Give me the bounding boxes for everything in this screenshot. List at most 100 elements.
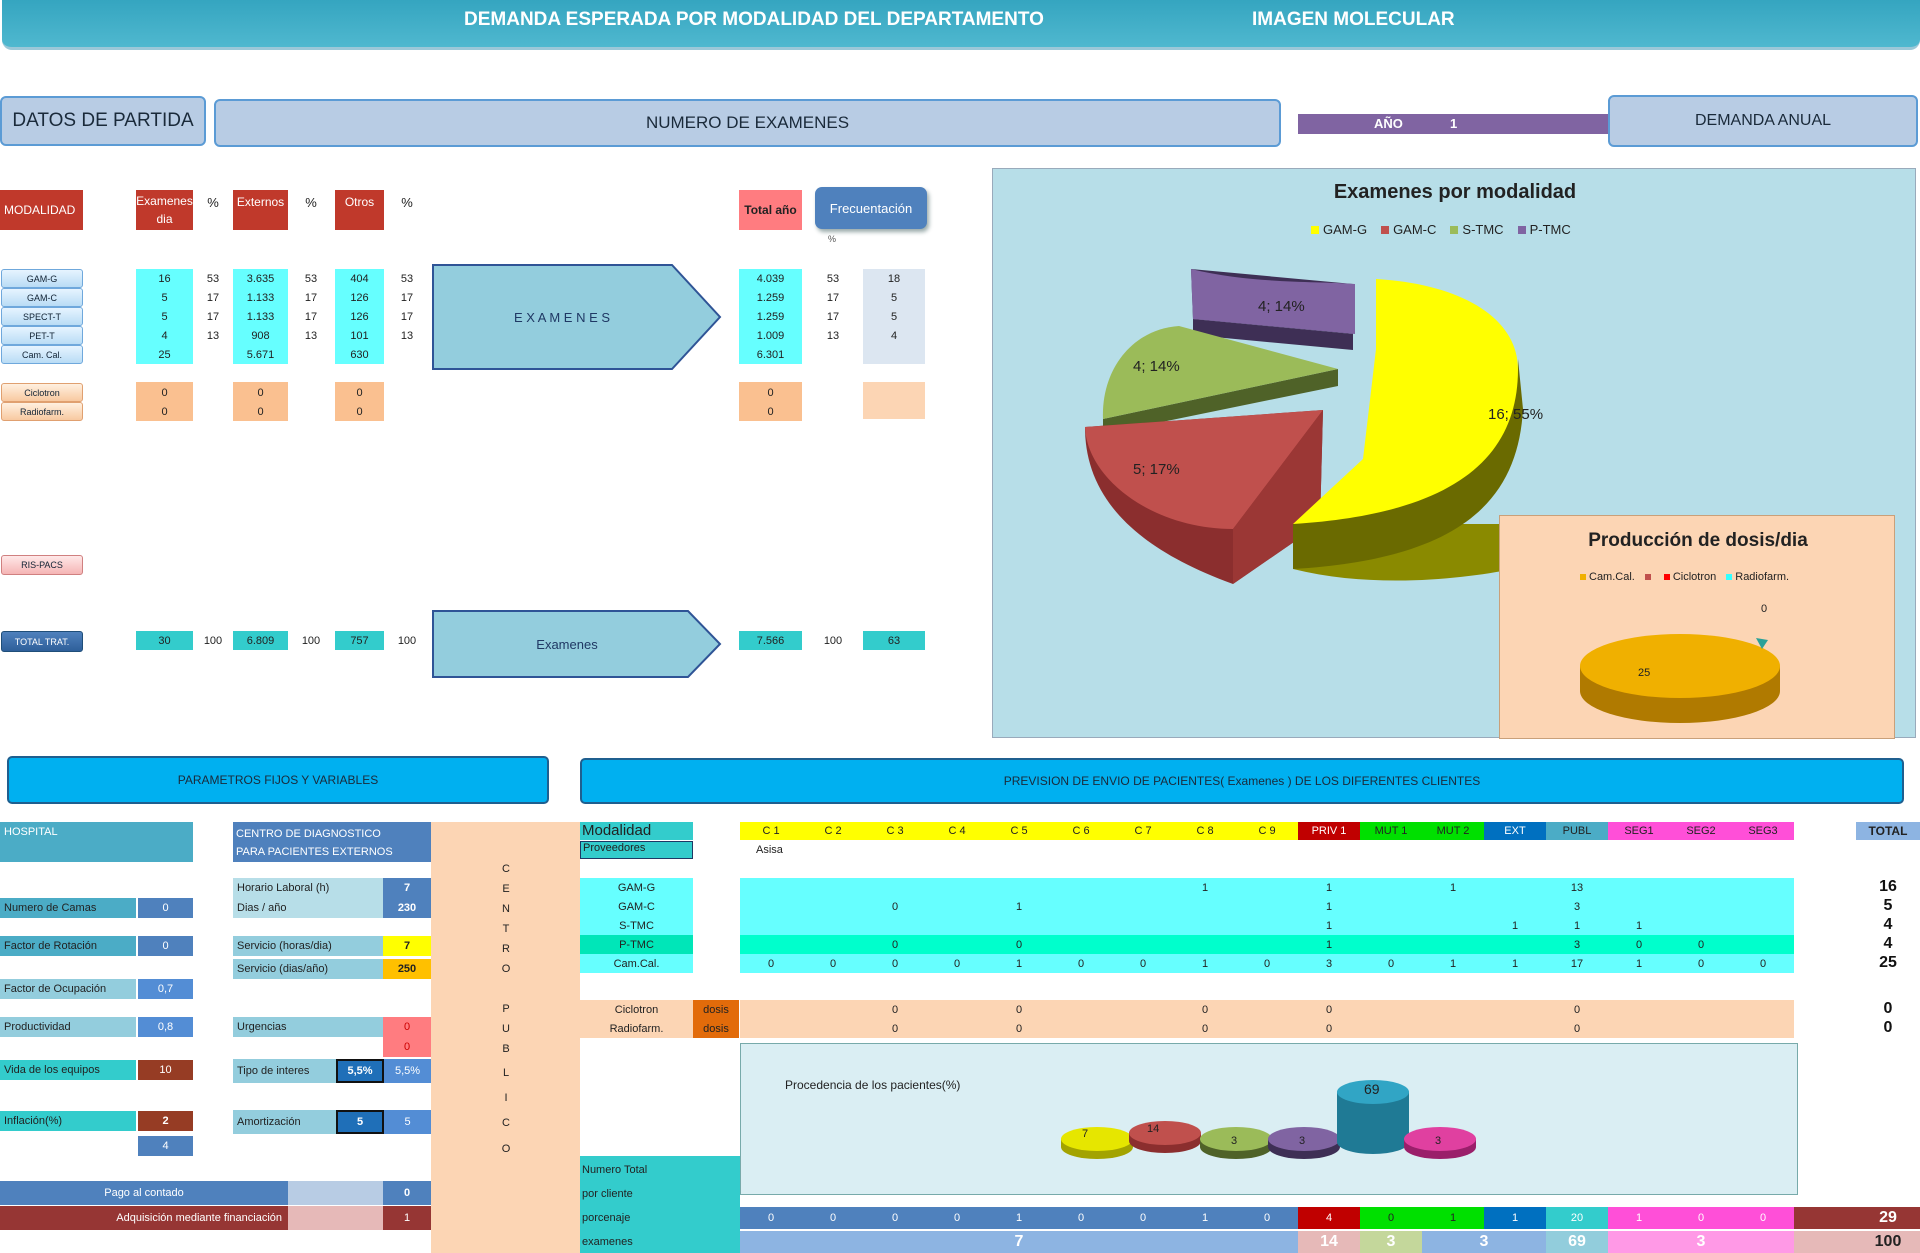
dosis-cell[interactable]: 0 xyxy=(1015,1003,1023,1016)
dosis-cell[interactable] xyxy=(1484,1019,1546,1038)
prevision-cell[interactable] xyxy=(988,878,1050,897)
prevision-cell[interactable] xyxy=(864,878,926,897)
dosis-cell[interactable]: 0 xyxy=(1573,1022,1581,1035)
prevision-cell[interactable]: 3 xyxy=(1325,957,1333,970)
prevision-cell[interactable]: 0 xyxy=(1387,957,1395,970)
modalidad-button-2[interactable]: SPECT-T xyxy=(1,307,83,326)
prevision-cell[interactable] xyxy=(1050,897,1112,916)
prevision-cell[interactable]: 1 xyxy=(1325,938,1333,951)
prevision-cell[interactable]: 1 xyxy=(1449,881,1457,894)
prevision-cell[interactable] xyxy=(926,878,988,897)
prevision-cell[interactable]: 13 xyxy=(1570,881,1584,894)
prevision-cell[interactable] xyxy=(802,935,864,954)
vida-value[interactable]: 10 xyxy=(138,1060,193,1080)
prevision-cell[interactable] xyxy=(740,878,802,897)
modalidad-button-3[interactable]: PET-T xyxy=(1,326,83,345)
prevision-cell[interactable] xyxy=(1732,897,1794,916)
prevision-cell[interactable]: 0 xyxy=(1263,957,1271,970)
dosis-cell[interactable] xyxy=(926,1019,988,1038)
prevision-cell[interactable]: 1 xyxy=(1015,957,1023,970)
prevision-cell[interactable] xyxy=(740,935,802,954)
prevision-cell[interactable] xyxy=(1112,878,1174,897)
prevision-cell[interactable]: 1 xyxy=(1635,957,1643,970)
prevision-cell[interactable] xyxy=(1670,916,1732,935)
prevision-cell[interactable] xyxy=(1422,916,1484,935)
frecuentacion-button[interactable]: Frecuentación xyxy=(815,187,927,229)
prevision-cell[interactable] xyxy=(1608,878,1670,897)
prevision-cell[interactable]: 0 xyxy=(891,957,899,970)
prevision-cell[interactable]: 1 xyxy=(1449,957,1457,970)
prevision-cell[interactable] xyxy=(1236,897,1298,916)
dosis-cell[interactable] xyxy=(1608,1019,1670,1038)
prevision-cell[interactable] xyxy=(740,897,802,916)
examenes-dia-cell[interactable]: 0 xyxy=(136,402,193,421)
prevision-cell[interactable] xyxy=(988,916,1050,935)
prevision-cell[interactable]: 0 xyxy=(1697,957,1705,970)
dosis-cell[interactable] xyxy=(1670,1000,1732,1019)
prevision-cell[interactable] xyxy=(1360,916,1422,935)
prevision-cell[interactable]: 0 xyxy=(767,957,775,970)
prevision-cell[interactable] xyxy=(1050,935,1112,954)
prevision-cell[interactable] xyxy=(1732,878,1794,897)
prevision-cell[interactable]: 3 xyxy=(1573,938,1581,951)
prevision-cell[interactable]: 0 xyxy=(1139,957,1147,970)
contado-value[interactable]: 0 xyxy=(383,1181,431,1205)
productividad-value[interactable]: 0,8 xyxy=(138,1017,193,1037)
dosis-cell[interactable] xyxy=(1050,1019,1112,1038)
dosis-cell[interactable] xyxy=(1236,1000,1298,1019)
examenes-dia-cell[interactable]: 5 xyxy=(136,288,193,307)
prevision-cell[interactable] xyxy=(802,897,864,916)
dosis-cell[interactable] xyxy=(1050,1000,1112,1019)
prevision-cell[interactable] xyxy=(1360,897,1422,916)
prevision-cell[interactable]: 17 xyxy=(1570,957,1584,970)
prevision-cell[interactable] xyxy=(1732,916,1794,935)
dosis-cell[interactable] xyxy=(1422,1000,1484,1019)
dosis-cell[interactable] xyxy=(1112,1019,1174,1038)
prevision-cell[interactable]: 0 xyxy=(1015,938,1023,951)
dosis-cell[interactable]: 0 xyxy=(891,1003,899,1016)
examenes-dia-cell[interactable]: 0 xyxy=(136,383,193,402)
dosis-cell[interactable] xyxy=(1112,1000,1174,1019)
urgencias-value[interactable]: 0 xyxy=(383,1017,431,1037)
modalidad-button-6[interactable]: Radiofarm. xyxy=(1,402,83,421)
prevision-cell[interactable]: 0 xyxy=(1759,957,1767,970)
prevision-cell[interactable]: 0 xyxy=(953,957,961,970)
demanda-anual-box[interactable]: DEMANDA ANUAL xyxy=(1608,95,1918,147)
prevision-cell[interactable] xyxy=(1174,897,1236,916)
prevision-cell[interactable] xyxy=(1050,916,1112,935)
prevision-cell[interactable] xyxy=(802,916,864,935)
interes-value[interactable]: 5,5% xyxy=(336,1059,384,1083)
dosis-cell[interactable] xyxy=(1732,1000,1794,1019)
prevision-cell[interactable] xyxy=(1670,878,1732,897)
dosis-cell[interactable] xyxy=(1732,1019,1794,1038)
rotacion-value[interactable]: 0 xyxy=(138,936,193,956)
prevision-cell[interactable] xyxy=(1112,897,1174,916)
examenes-dia-cell[interactable]: 25 xyxy=(136,345,193,364)
prevision-cell[interactable] xyxy=(1484,878,1546,897)
dosis-cell[interactable]: 0 xyxy=(1325,1003,1333,1016)
prevision-cell[interactable] xyxy=(1360,878,1422,897)
amort-value[interactable]: 5 xyxy=(336,1110,384,1134)
camas-value[interactable]: 0 xyxy=(138,898,193,918)
dosis-cell[interactable]: 0 xyxy=(1573,1003,1581,1016)
examenes-dia-cell[interactable]: 5 xyxy=(136,307,193,326)
serv-h-value[interactable]: 7 xyxy=(383,936,431,956)
prevision-cell[interactable]: 1 xyxy=(1573,919,1581,932)
prevision-cell[interactable] xyxy=(1050,878,1112,897)
dosis-cell[interactable] xyxy=(1422,1019,1484,1038)
financ-value[interactable]: 1 xyxy=(383,1206,431,1230)
prevision-cell[interactable] xyxy=(1670,897,1732,916)
prevision-cell[interactable] xyxy=(926,916,988,935)
ocupacion-value[interactable]: 0,7 xyxy=(138,979,193,999)
prevision-cell[interactable] xyxy=(864,916,926,935)
prevision-cell[interactable] xyxy=(1112,916,1174,935)
prevision-cell[interactable] xyxy=(1422,935,1484,954)
dosis-cell[interactable] xyxy=(740,1000,802,1019)
prevision-cell[interactable]: 3 xyxy=(1573,900,1581,913)
dosis-cell[interactable]: 0 xyxy=(1015,1022,1023,1035)
prevision-cell[interactable]: 1 xyxy=(1325,919,1333,932)
prevision-cell[interactable]: 1 xyxy=(1635,919,1643,932)
prevision-cell[interactable]: 0 xyxy=(829,957,837,970)
prevision-cell[interactable] xyxy=(1112,935,1174,954)
serv-d-value[interactable]: 250 xyxy=(383,959,431,979)
